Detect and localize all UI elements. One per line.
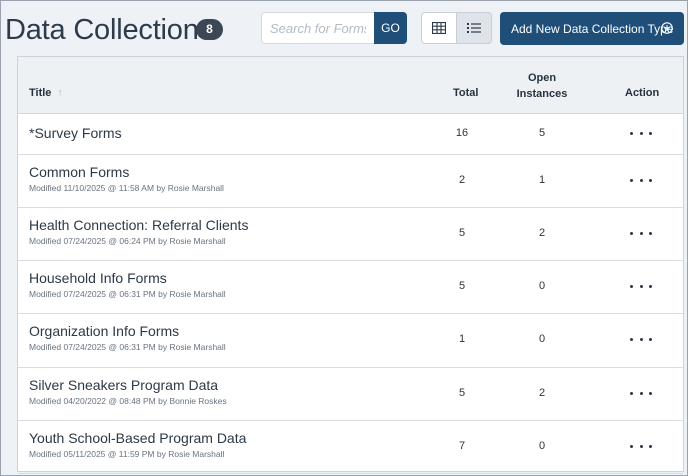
ellipsis-dot [639, 337, 643, 341]
table-row[interactable]: Household Info Forms Modified 07/24/2025 … [18, 260, 683, 314]
row-title[interactable]: Household Info Forms [29, 270, 167, 286]
ellipsis-dot [639, 444, 643, 448]
row-total: 2 [458, 174, 466, 186]
grid-view-icon [432, 22, 446, 34]
row-total: 5 [458, 280, 466, 292]
plus-circle-icon [661, 22, 673, 34]
ellipsis-dot [630, 337, 633, 341]
table-row[interactable]: *Survey Forms 16 5 [18, 113, 683, 155]
view-toggle [421, 12, 493, 44]
row-title[interactable]: *Survey Forms [29, 125, 122, 141]
ellipsis-dot [630, 391, 633, 395]
search-form: GO [261, 12, 407, 44]
row-open-instances: 0 [538, 333, 546, 345]
ellipsis-dot [630, 284, 633, 288]
column-header-total: Total [453, 87, 479, 99]
row-open-instances: 5 [538, 127, 546, 139]
ellipsis-dot [639, 131, 643, 135]
data-collection-table: Title ↑ Total Open Instances Action *Surv… [17, 56, 684, 474]
row-title[interactable]: Common Forms [29, 164, 130, 180]
table-row[interactable]: Common Forms Modified 11/10/2025 @ 11:58 … [18, 154, 683, 208]
row-modified-meta: Modified 07/24/2025 @ 06:31 PM by Rosie … [29, 289, 226, 299]
ellipsis-dot [649, 444, 652, 448]
go-button[interactable]: GO [374, 12, 407, 44]
column-title-label: Title [29, 87, 52, 99]
ellipsis-dot [649, 391, 652, 395]
row-total: 1 [458, 333, 466, 345]
row-open-instances: 0 [538, 440, 546, 452]
row-title[interactable]: Youth School-Based Program Data [29, 430, 247, 446]
ellipsis-icon[interactable] [630, 439, 652, 453]
row-total: 5 [458, 387, 466, 399]
ellipsis-dot [630, 178, 633, 182]
ellipsis-icon[interactable] [630, 226, 652, 240]
row-modified-meta: Modified 05/11/2025 @ 11:59 PM by Rosie … [29, 449, 225, 459]
ellipsis-icon[interactable] [630, 279, 652, 293]
row-title[interactable]: Health Connection: Referral Clients [29, 217, 249, 233]
ellipsis-dot [639, 231, 643, 235]
table-row[interactable]: Health Connection: Referral Clients Modif… [18, 207, 683, 261]
column-header-title[interactable]: Title ↑ [29, 87, 63, 99]
ellipsis-icon[interactable] [630, 332, 652, 346]
column-header-action: Action [625, 87, 660, 99]
row-open-instances: 1 [538, 174, 546, 186]
row-modified-meta: Modified 07/24/2025 @ 06:31 PM by Rosie … [29, 342, 226, 352]
ellipsis-dot [649, 231, 652, 235]
page-title: Data Collection [5, 14, 199, 46]
ellipsis-icon[interactable] [630, 173, 652, 187]
column-header-open-instances: Open Instances [506, 70, 578, 102]
count-badge: 8 [196, 19, 223, 40]
open-line-1: Open [527, 72, 557, 84]
row-total: 5 [458, 227, 466, 239]
list-view-icon [467, 23, 481, 33]
add-button-label: Add New Data Collection Type [511, 21, 674, 36]
row-title[interactable]: Silver Sneakers Program Data [29, 377, 219, 393]
ellipsis-dot [639, 178, 643, 182]
ellipsis-dot [630, 131, 633, 135]
table-row[interactable]: Organization Info Forms Modified 07/24/20… [18, 313, 683, 368]
list-view-button[interactable] [456, 12, 492, 44]
table-row[interactable]: Youth School-Based Program Data Modified … [18, 420, 683, 474]
row-modified-meta: Modified 11/10/2025 @ 11:58 AM by Rosie … [29, 183, 224, 193]
ellipsis-dot [649, 284, 652, 288]
open-line-2: Instances [516, 88, 568, 100]
row-total: 16 [455, 127, 469, 139]
row-total: 7 [458, 440, 466, 452]
search-input[interactable] [261, 12, 374, 44]
sort-up-arrow-icon: ↑ [57, 87, 63, 99]
ellipsis-dot [639, 284, 643, 288]
ellipsis-dot [630, 231, 633, 235]
ellipsis-dot [649, 337, 652, 341]
table-row[interactable]: Silver Sneakers Program Data Modified 04/… [18, 367, 683, 421]
grid-view-button[interactable] [421, 12, 457, 44]
ellipsis-icon[interactable] [630, 126, 652, 140]
row-open-instances: 2 [538, 387, 546, 399]
row-modified-meta: Modified 07/24/2025 @ 06:24 PM by Rosie … [29, 236, 226, 246]
row-open-instances: 0 [538, 280, 546, 292]
row-title[interactable]: Organization Info Forms [29, 323, 180, 339]
ellipsis-dot [649, 178, 652, 182]
table-header: Title ↑ Total Open Instances Action [18, 57, 683, 114]
ellipsis-dot [630, 444, 633, 448]
row-modified-meta: Modified 04/20/2022 @ 08:48 PM by Bonnie… [29, 396, 227, 406]
ellipsis-dot [649, 131, 652, 135]
ellipsis-icon[interactable] [630, 386, 652, 400]
row-open-instances: 2 [538, 227, 546, 239]
ellipsis-dot [639, 391, 643, 395]
add-data-collection-type-button[interactable]: Add New Data Collection Type [500, 12, 684, 45]
